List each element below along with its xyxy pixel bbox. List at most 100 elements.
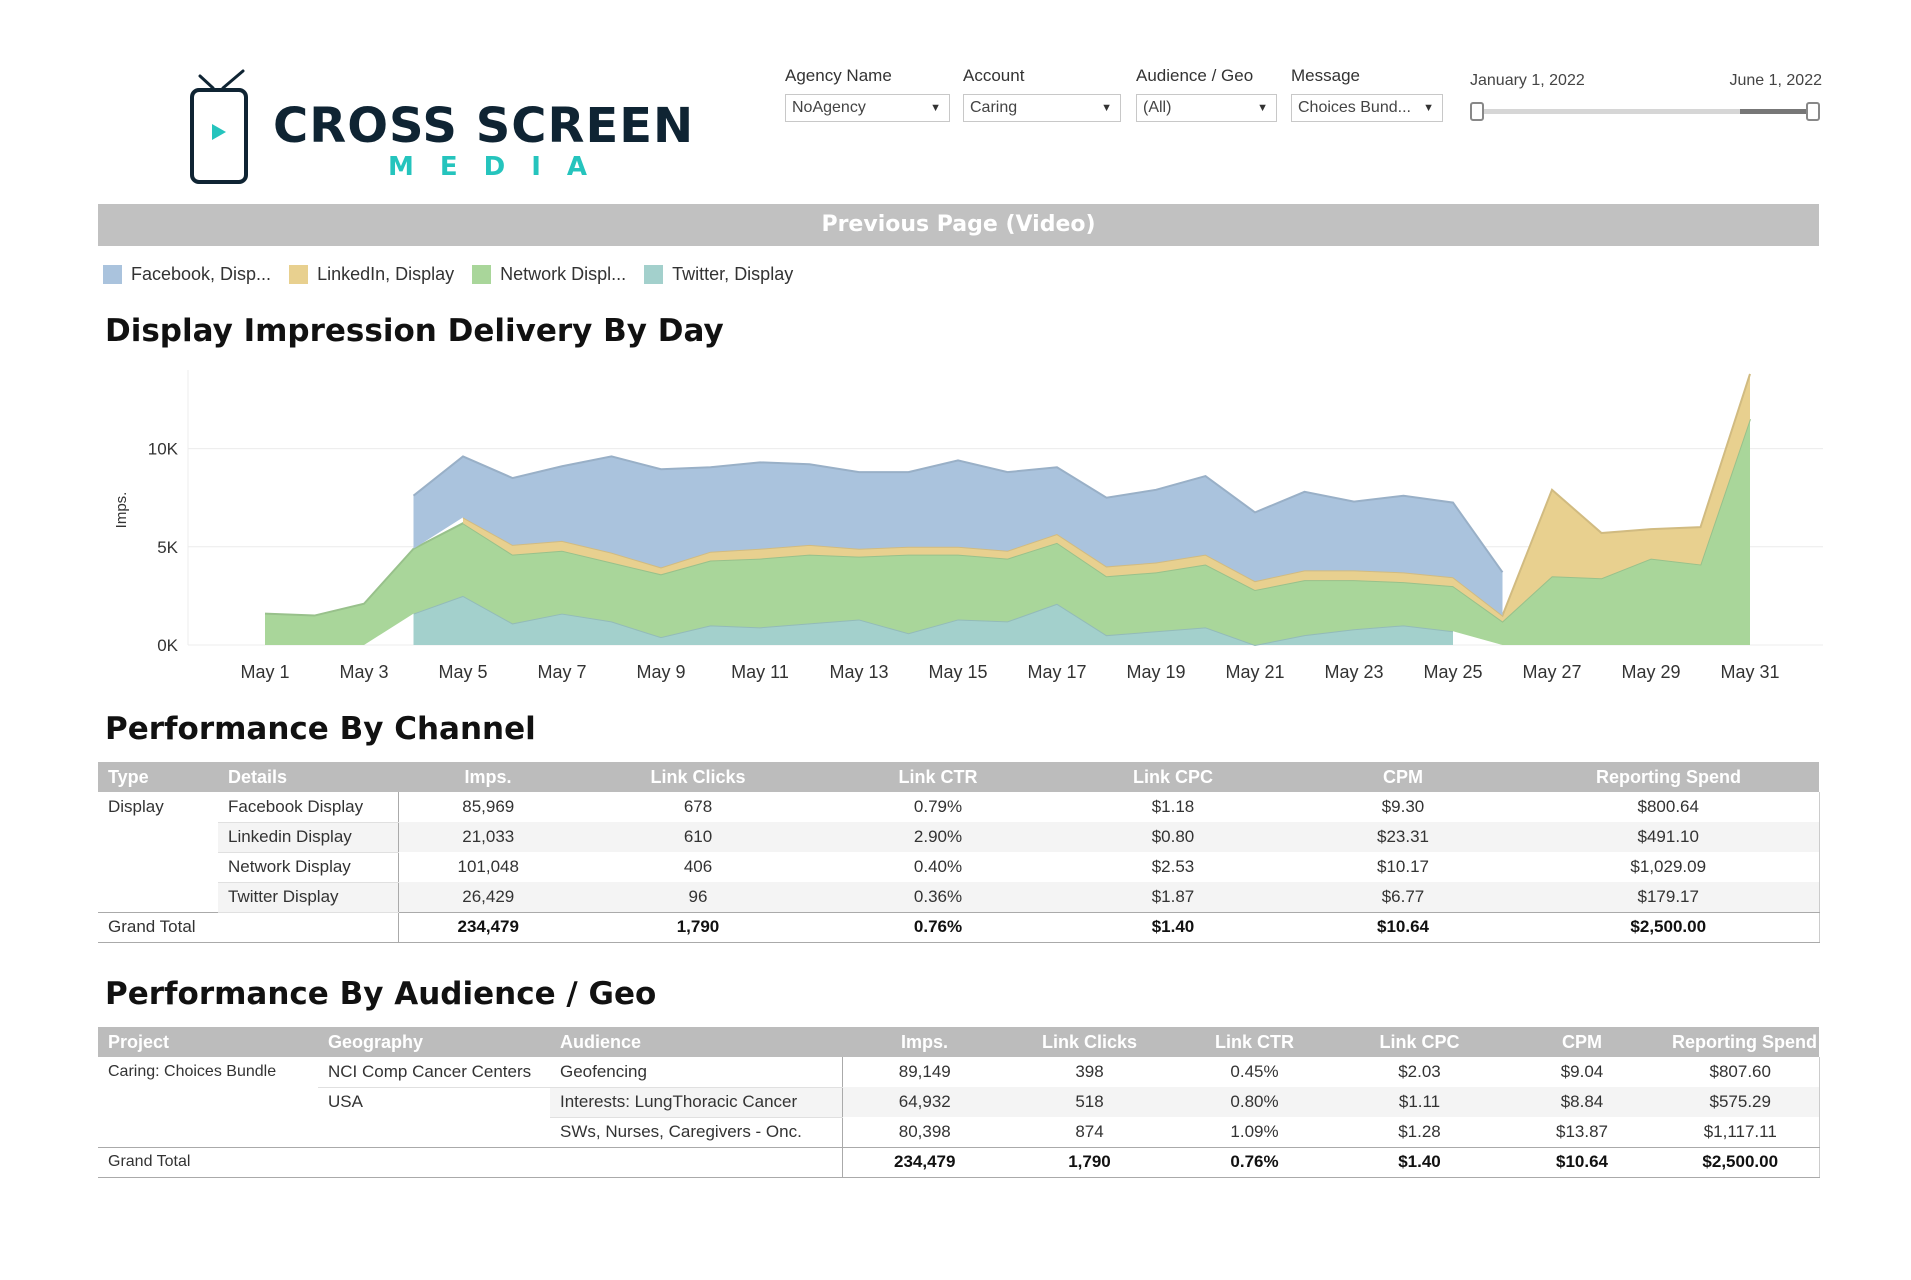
x-tick-label: May 19 <box>1126 662 1185 682</box>
clicks-cell: 610 <box>578 822 818 852</box>
total-imps: 234,479 <box>397 911 578 943</box>
channel-header-row: Type Details Imps. Link Clicks Link CTR … <box>98 762 1819 792</box>
y-tick-label: 10K <box>148 440 179 459</box>
ctr-cell: 0.80% <box>1172 1087 1337 1117</box>
col-imps[interactable]: Imps. <box>398 762 578 792</box>
x-tick-label: May 3 <box>339 662 388 682</box>
chevron-down-icon: ▼ <box>1101 102 1112 114</box>
col-geography[interactable]: Geography <box>318 1027 550 1057</box>
legend-item-facebook[interactable]: Facebook, Disp... <box>103 264 271 285</box>
type-cell-empty <box>98 882 218 912</box>
message-select[interactable]: Choices Bund... ▼ <box>1291 94 1443 122</box>
table-row: Network Display 101,048 406 0.40% $2.53 … <box>98 852 1820 883</box>
cpc-cell: $1.11 <box>1337 1087 1502 1117</box>
col-link-ctr[interactable]: Link CTR <box>1172 1027 1337 1057</box>
col-link-cpc[interactable]: Link CPC <box>1337 1027 1502 1057</box>
ctr-cell: 2.90% <box>818 822 1058 852</box>
col-reporting-spend[interactable]: Reporting Spend <box>1662 1027 1819 1057</box>
date-start-label: January 1, 2022 <box>1470 72 1585 89</box>
area-linkedin-display <box>463 373 1750 622</box>
date-end-label: June 1, 2022 <box>1729 72 1822 89</box>
agency-name-value: NoAgency <box>792 99 866 116</box>
x-tick-label: May 25 <box>1423 662 1482 682</box>
imps-cell: 26,429 <box>397 882 578 913</box>
audience-geo-select[interactable]: (All) ▼ <box>1136 94 1277 122</box>
cpc-cell: $2.03 <box>1398 1062 1441 1081</box>
legend-item-linkedin[interactable]: LinkedIn, Display <box>289 264 454 285</box>
message-value: Choices Bund... <box>1298 99 1411 116</box>
imps-cell: 101,048 <box>397 852 578 882</box>
project-cell-empty <box>98 1087 318 1117</box>
table-row: Display Facebook Display 85,969 678 0.79… <box>98 792 1820 823</box>
audience-geo-label: Audience / Geo <box>1136 66 1254 85</box>
clicks-cell: 406 <box>683 857 713 876</box>
type-cell-empty <box>98 822 218 852</box>
audience-table: Project Geography Audience Imps. Link Cl… <box>98 1027 1820 1178</box>
col-type[interactable]: Type <box>98 762 218 792</box>
slider-end-handle[interactable] <box>1806 102 1820 121</box>
total-ctr: 0.76% <box>1172 1146 1337 1178</box>
slider-start-handle[interactable] <box>1470 102 1484 121</box>
imps-cell: 80,398 <box>841 1117 1007 1148</box>
grand-total-label: Grand Total <box>98 911 398 943</box>
cpc-cell: $1.87 <box>1058 882 1288 913</box>
project-cell: Caring: Choices Bundle <box>108 1063 277 1080</box>
brand-sub: MEDIA <box>388 152 614 182</box>
x-tick-label: May 21 <box>1225 662 1284 682</box>
legend-swatch <box>103 264 122 284</box>
account-select[interactable]: Caring ▼ <box>963 94 1121 122</box>
col-reporting-spend[interactable]: Reporting Spend <box>1518 762 1819 792</box>
audience-geo-value: (All) <box>1143 99 1172 116</box>
total-cpc: $1.40 <box>1058 911 1288 943</box>
table-row: Caring: Choices Bundle NCI Comp Cancer C… <box>98 1057 1820 1088</box>
area-facebook-display <box>413 456 1503 616</box>
col-details[interactable]: Details <box>218 762 398 792</box>
clicks-cell: 398 <box>1075 1062 1104 1081</box>
grand-total-row: Grand Total 234,479 1,790 0.76% $1.40 $1… <box>98 911 1820 943</box>
area-network-display <box>265 419 1750 645</box>
imps-cell: 64,932 <box>841 1087 1007 1117</box>
table-row: Linkedin Display 21,033 610 2.90% $0.80 … <box>98 822 1820 853</box>
previous-page-button[interactable]: Previous Page (Video) <box>98 204 1819 246</box>
cpm-cell: $13.87 <box>1502 1117 1662 1148</box>
geo-cell <box>318 1117 550 1147</box>
total-cpm: $10.64 <box>1502 1146 1662 1178</box>
spend-cell: $1,029.09 <box>1518 852 1820 882</box>
spend-cell: $179.17 <box>1518 882 1820 913</box>
chevron-down-icon: ▼ <box>930 102 941 114</box>
spend-cell: $491.10 <box>1518 822 1820 852</box>
legend-item-network[interactable]: Network Displ... <box>472 264 626 285</box>
cpc-cell: $1.18 <box>1151 797 1195 816</box>
agency-name-select[interactable]: NoAgency ▼ <box>785 94 950 122</box>
detail-cell: Twitter Display <box>218 882 398 913</box>
ctr-cell: 0.40% <box>913 857 963 876</box>
spend-cell: $800.64 <box>1518 792 1820 822</box>
x-tick-label: May 11 <box>731 662 789 682</box>
tv-play-icon <box>190 69 248 184</box>
chevron-down-icon: ▼ <box>1423 102 1434 114</box>
clicks-cell: 96 <box>578 882 818 913</box>
ctr-cell: 0.45% <box>1230 1062 1279 1081</box>
account-label: Account <box>963 66 1025 85</box>
col-imps[interactable]: Imps. <box>842 1027 1007 1057</box>
impression-area-chart: 0K 5K 10K Imps. May 1 May 3 May 5 May 7 May 9 May… <box>113 370 1823 682</box>
x-tick-label: May 7 <box>537 662 586 682</box>
col-project[interactable]: Project <box>98 1027 318 1057</box>
grand-total-row: Grand Total 234,479 1,790 0.76% $1.40 $1… <box>98 1146 1820 1178</box>
x-tick-label: May 27 <box>1522 662 1581 682</box>
legend-item-twitter[interactable]: Twitter, Display <box>644 264 793 285</box>
spend-cell: $807.60 <box>1662 1057 1820 1087</box>
col-cpm[interactable]: CPM <box>1288 762 1518 792</box>
col-audience[interactable]: Audience <box>550 1027 842 1057</box>
message-label: Message <box>1291 66 1360 85</box>
total-imps: 234,479 <box>841 1146 1007 1178</box>
col-cpm[interactable]: CPM <box>1502 1027 1662 1057</box>
col-link-clicks[interactable]: Link Clicks <box>578 762 818 792</box>
col-link-cpc[interactable]: Link CPC <box>1058 762 1288 792</box>
total-spend: $2,500.00 <box>1662 1146 1820 1178</box>
legend-swatch <box>644 264 664 284</box>
col-link-ctr[interactable]: Link CTR <box>818 762 1058 792</box>
col-link-clicks[interactable]: Link Clicks <box>1007 1027 1172 1057</box>
slider-track[interactable] <box>1476 109 1814 114</box>
agency-name-filter: Agency Name NoAgency ▼ <box>785 66 950 122</box>
